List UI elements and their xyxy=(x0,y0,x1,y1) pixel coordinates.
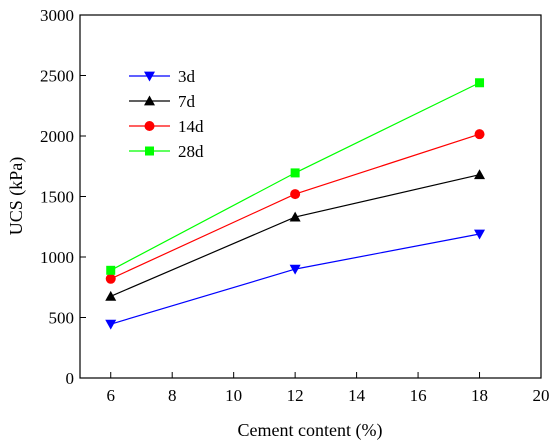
x-tick-label: 10 xyxy=(225,386,242,405)
x-tick-label: 14 xyxy=(348,386,366,405)
series-line-3d xyxy=(110,233,480,325)
x-tick-label: 8 xyxy=(168,386,177,405)
legend-label-14d: 14d xyxy=(178,117,204,136)
x-tick-label: 6 xyxy=(106,386,115,405)
data-point-28d xyxy=(475,78,485,88)
legend-label-3d: 3d xyxy=(178,67,196,86)
data-point-7d xyxy=(474,169,486,180)
y-tick-label: 1000 xyxy=(40,248,74,267)
data-point-28d xyxy=(290,168,300,178)
data-point-7d xyxy=(289,211,301,222)
data-point-14d xyxy=(105,273,116,284)
legend-label-28d: 28d xyxy=(178,142,204,161)
y-tick-label: 500 xyxy=(49,309,75,328)
x-tick-label: 12 xyxy=(287,386,304,405)
x-tick-label: 16 xyxy=(410,386,427,405)
x-tick-label: 18 xyxy=(471,386,488,405)
data-point-3d xyxy=(105,319,117,330)
legend-marker-14d xyxy=(144,121,155,131)
data-point-3d xyxy=(289,264,301,275)
plot-frame xyxy=(79,14,542,379)
y-tick-label: 1500 xyxy=(40,188,74,207)
y-tick-label: 2500 xyxy=(40,67,74,86)
x-axis-title: Cement content (%) xyxy=(238,420,383,441)
y-tick-label: 2000 xyxy=(40,127,74,146)
legend: 3d 7d 14d 28d xyxy=(129,67,204,161)
y-tick-label: 0 xyxy=(66,369,75,388)
data-point-14d xyxy=(290,189,301,200)
data-point-3d xyxy=(474,229,486,240)
series-group xyxy=(105,78,486,330)
legend-marker-3d xyxy=(144,71,155,82)
legend-marker-28d xyxy=(145,146,154,156)
legend-marker-7d xyxy=(144,95,155,106)
data-point-14d xyxy=(474,129,485,140)
data-point-28d xyxy=(106,265,116,275)
y-axis-title: UCS (kPa) xyxy=(6,157,27,236)
data-point-7d xyxy=(105,290,117,301)
y-tick-label: 3000 xyxy=(40,6,74,25)
series-line-14d xyxy=(110,133,480,280)
axis-ticks: 6 8 10 12 14 16 18 20 0 500 1000 1500 2000 2500 3000 xyxy=(40,6,550,405)
legend-label-7d: 7d xyxy=(178,92,196,111)
x-tick-label: 20 xyxy=(533,386,550,405)
